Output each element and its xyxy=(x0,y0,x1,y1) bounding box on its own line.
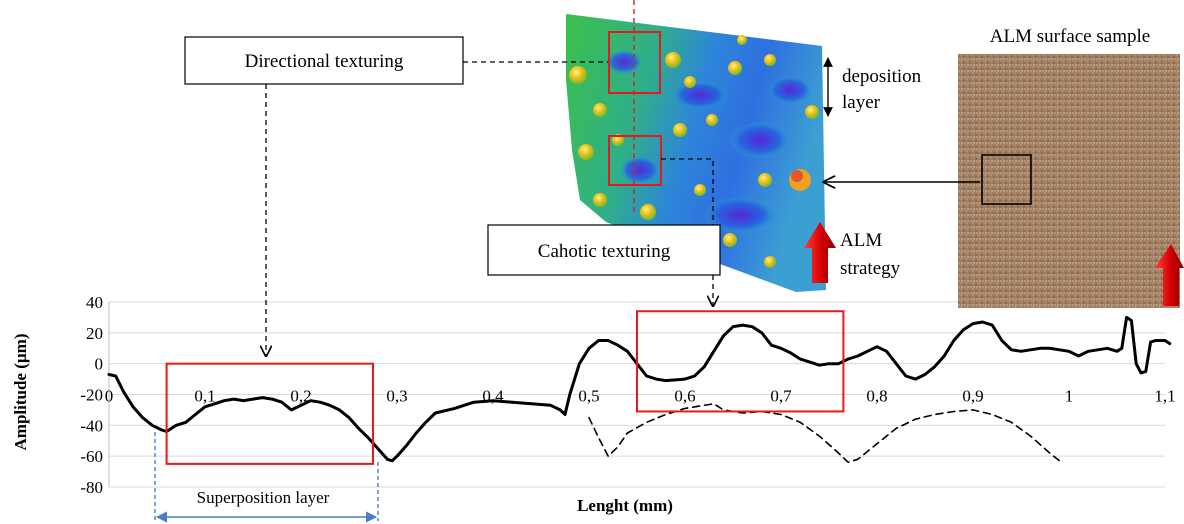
y-tick-label: -20 xyxy=(80,386,103,405)
x-tick-label: 0,6 xyxy=(674,387,695,406)
sample-red-arrow xyxy=(1155,244,1184,306)
y-axis-title: Amplitude (µm) xyxy=(11,334,30,451)
x-tick-label: 1 xyxy=(1065,387,1074,406)
directional-callout: Directional texturing xyxy=(184,36,608,356)
x-tick-label: 1,1 xyxy=(1154,387,1175,406)
strategy-annotation: ALM strategy xyxy=(804,222,901,283)
y-tick-label: -40 xyxy=(80,416,103,435)
x-tick-label: 0 xyxy=(105,387,114,406)
x-tick-labels: 0 0,1 0,2 0,3 0,4 0,5 0,6 0,7 0,8 0,9 1 1,1 xyxy=(105,387,1176,406)
deposition-label-line2: layer xyxy=(842,92,881,113)
surface-highlight-top xyxy=(608,31,661,94)
y-tick-labels: 40 20 0 -20 -40 -60 -80 xyxy=(80,293,103,497)
sample-title: ALM surface sample xyxy=(990,26,1150,47)
x-tick-label: 0,2 xyxy=(290,387,311,406)
x-tick-label: 0,5 xyxy=(578,387,599,406)
chaotic-callout: Cahotic texturing xyxy=(487,158,721,306)
directional-callout-label: Directional texturing xyxy=(245,51,404,72)
x-axis-title: Lenght (mm) xyxy=(577,496,673,515)
profile-solid-series xyxy=(107,315,1172,463)
strategy-label-line1: ALM xyxy=(840,230,882,251)
y-tick-label: 20 xyxy=(86,324,103,343)
sample-highlight-box xyxy=(981,154,1032,205)
x-tick-label: 0,3 xyxy=(386,387,407,406)
x-tick-label: 0,8 xyxy=(866,387,887,406)
y-tick-label: 0 xyxy=(95,355,104,374)
sample-photo xyxy=(958,54,1180,308)
deposition-label-line1: deposition xyxy=(842,66,922,87)
superposition-annotation: Superposition layer xyxy=(154,432,379,523)
strategy-label-line2: strategy xyxy=(840,258,901,279)
chaotic-callout-box xyxy=(487,224,721,276)
x-tick-label: 0,1 xyxy=(194,387,215,406)
profile-dashed-series xyxy=(588,403,1061,464)
surface-highlight-mid xyxy=(608,135,662,186)
y-tick-label: -80 xyxy=(80,478,103,497)
chart-highlight-box xyxy=(636,310,845,413)
y-tick-label: 40 xyxy=(86,293,103,312)
deposition-annotation: deposition layer xyxy=(823,57,922,117)
sample-photo-tint xyxy=(958,54,1180,308)
y-tick-label: -60 xyxy=(80,447,103,466)
chart-highlight-box xyxy=(165,362,374,465)
chaotic-callout-label: Cahotic texturing xyxy=(538,241,671,262)
x-tick-label: 0,9 xyxy=(962,387,983,406)
chart-highlight-boxes xyxy=(165,310,845,465)
strategy-red-arrow xyxy=(804,222,836,283)
directional-callout-box xyxy=(184,36,464,85)
alm-sample: ALM surface sample xyxy=(824,26,1184,308)
superposition-label: Superposition layer xyxy=(197,488,330,507)
profile-series xyxy=(107,315,1172,464)
surface-bumps xyxy=(569,35,819,268)
x-tick-label: 0,7 xyxy=(770,387,792,406)
